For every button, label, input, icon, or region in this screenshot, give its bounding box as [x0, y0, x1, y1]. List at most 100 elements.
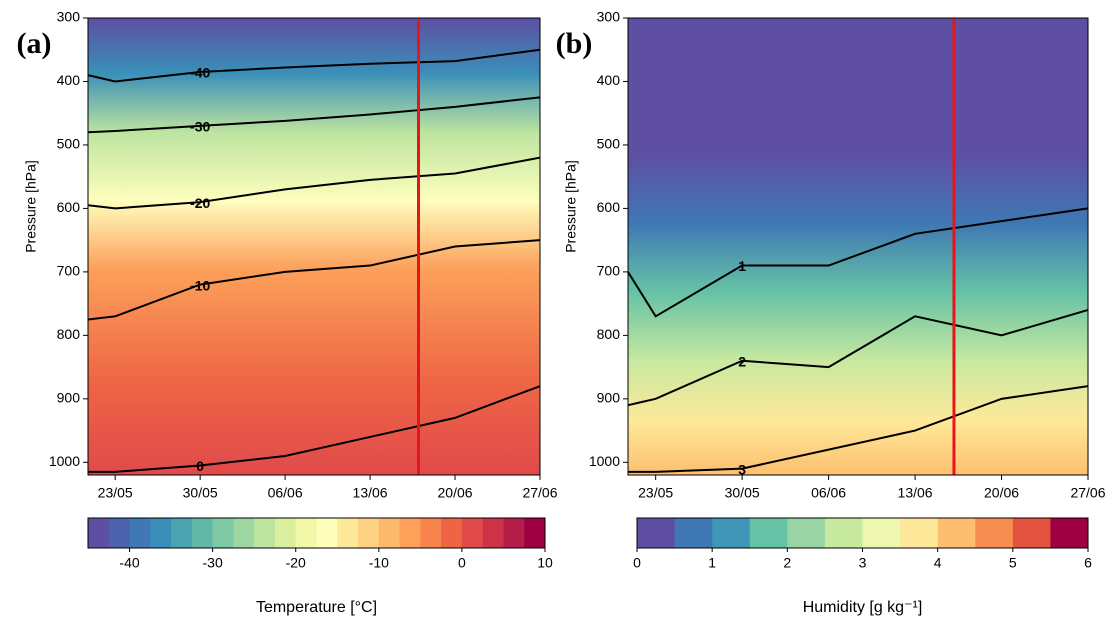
y-tick-label: 600: [57, 199, 81, 215]
colorbar-swatch: [637, 518, 676, 548]
y-tick-label: 600: [597, 199, 621, 215]
colorbar-tick-label: 3: [859, 555, 867, 571]
colorbar-label: Humidity [g kg⁻¹]: [803, 599, 923, 616]
colorbar-tick-label: 2: [783, 555, 791, 571]
colorbar-tick-label: -30: [203, 555, 223, 571]
colorbar-swatch: [88, 518, 110, 548]
y-tick-label: 400: [57, 72, 81, 88]
contour-line: [628, 385, 1089, 473]
colorbar-swatch: [461, 518, 484, 548]
colorbar-swatch: [212, 518, 234, 548]
y-tick-label: 900: [57, 390, 81, 406]
colorbar-swatch: [975, 518, 1014, 548]
colorbar-swatch: [1012, 518, 1051, 548]
colorbar-swatch: [378, 518, 401, 548]
colorbar-swatch: [295, 518, 317, 548]
colorbar-tick-label: 0: [633, 555, 641, 571]
x-tick-label: 20/06: [438, 485, 473, 501]
colorbar-swatch: [337, 518, 359, 548]
x-tick-label: 06/06: [811, 485, 846, 501]
colorbar-swatch: [171, 518, 193, 548]
y-tick-label: 1000: [589, 453, 620, 469]
colorbar-swatch: [129, 518, 151, 548]
contour-line: [87, 96, 541, 134]
colorbar-swatch: [787, 518, 826, 548]
colorbar-swatch: [108, 518, 131, 548]
colorbar-swatch: [712, 518, 751, 548]
colorbar-tick-label: -20: [286, 555, 306, 571]
panel-label: (b): [556, 27, 593, 60]
colorbar-swatch: [900, 518, 939, 548]
colorbar-label: Temperature [°C]: [256, 599, 377, 616]
plot-frame: [627, 17, 1089, 476]
x-tick-label: 30/05: [183, 485, 218, 501]
colorbar-tick-label: 0: [458, 555, 466, 571]
y-tick-label: 800: [57, 326, 81, 342]
x-tick-label: 13/06: [353, 485, 388, 501]
y-tick-label: 500: [57, 136, 81, 152]
colorbar-tick-label: 1: [708, 555, 716, 571]
contour-label: -40: [190, 65, 210, 81]
x-tick-label: 27/06: [522, 485, 557, 501]
contour-line: [87, 239, 541, 321]
colorbar-tick-label: 6: [1084, 555, 1092, 571]
colorbar-swatch: [274, 518, 297, 548]
y-axis-label: Pressure [hPa]: [563, 160, 579, 253]
contour-label: -10: [190, 277, 210, 293]
y-tick-label: 300: [57, 9, 81, 25]
x-tick-label: 23/05: [638, 485, 673, 501]
field-background: [88, 18, 540, 475]
contour-line: [88, 385, 541, 473]
contour-label: 0: [196, 458, 204, 474]
contour-label: -20: [190, 195, 210, 211]
y-tick-label: 400: [597, 72, 621, 88]
colorbar-swatch: [749, 518, 788, 548]
x-tick-label: 23/05: [98, 485, 133, 501]
y-tick-label: 700: [597, 263, 621, 279]
x-tick-label: 30/05: [725, 485, 760, 501]
colorbar-swatch: [254, 518, 276, 548]
colorbar-swatch: [191, 518, 214, 548]
contour-line: [87, 156, 541, 210]
colorbar-swatch: [674, 518, 713, 548]
y-tick-label: 900: [597, 390, 621, 406]
y-tick-label: 500: [597, 136, 621, 152]
colorbar-swatch: [358, 518, 380, 548]
colorbar-tick-label: -10: [369, 555, 389, 571]
field-background: [628, 18, 1088, 475]
contour-label: 3: [738, 461, 746, 477]
colorbar-tick-label: 4: [934, 555, 942, 571]
x-tick-label: 13/06: [898, 485, 933, 501]
contour-line: [627, 309, 1089, 407]
colorbar-swatch: [316, 518, 338, 548]
contour-label: -30: [190, 119, 210, 135]
contour-label: 1: [738, 258, 746, 274]
colorbar-tick-label: 5: [1009, 555, 1017, 571]
x-tick-label: 20/06: [984, 485, 1019, 501]
plot-frame: [87, 17, 541, 476]
colorbar-tick-label: 10: [537, 555, 553, 571]
colorbar-swatch: [503, 518, 525, 548]
colorbar-swatch: [399, 518, 421, 548]
colorbar-swatch: [482, 518, 504, 548]
contour-line: [627, 207, 1089, 318]
colorbar-swatch: [862, 518, 901, 548]
x-tick-label: 27/06: [1070, 485, 1105, 501]
y-tick-label: 1000: [49, 453, 80, 469]
y-tick-label: 300: [597, 9, 621, 25]
colorbar-swatch: [524, 518, 546, 548]
panel-label: (a): [17, 27, 52, 60]
colorbar-swatch: [1050, 518, 1089, 548]
colorbar-swatch: [824, 518, 863, 548]
colorbar-swatch: [233, 518, 255, 548]
y-tick-label: 800: [597, 326, 621, 342]
x-tick-label: 06/06: [268, 485, 303, 501]
colorbar-tick-label: -40: [119, 555, 139, 571]
colorbar-swatch: [420, 518, 442, 548]
colorbar-swatch: [150, 518, 172, 548]
y-tick-label: 700: [57, 263, 81, 279]
colorbar-swatch: [937, 518, 976, 548]
colorbar-frame: [87, 517, 546, 549]
colorbar-swatch: [441, 518, 463, 548]
